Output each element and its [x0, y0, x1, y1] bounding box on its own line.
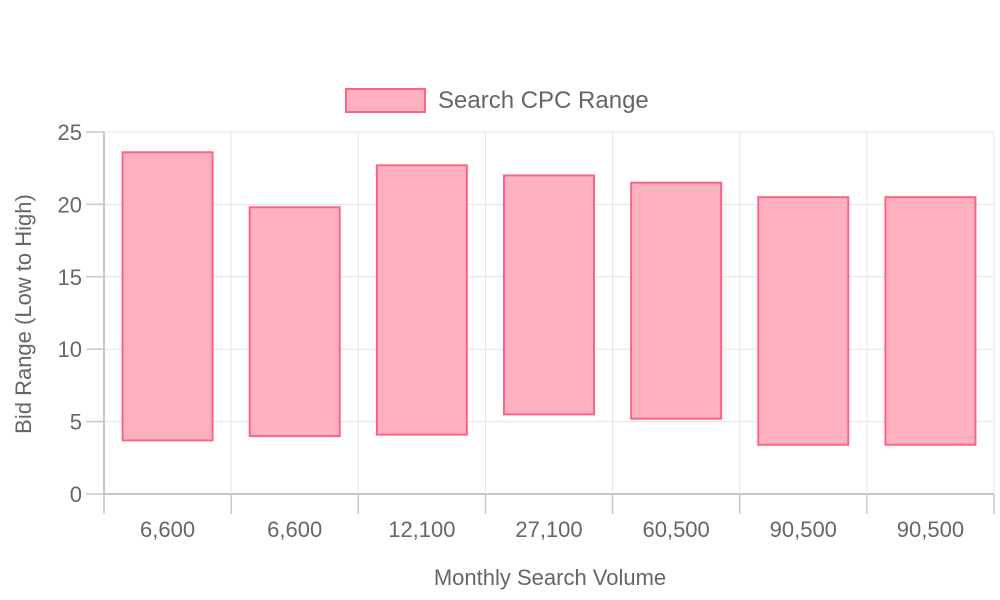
- bar-layer: [121, 151, 977, 446]
- x-tick-label: 27,100: [515, 517, 582, 542]
- legend: Search CPC Range: [345, 87, 649, 114]
- x-tick-label: 12,100: [388, 517, 455, 542]
- legend-label: Search CPC Range: [438, 87, 649, 114]
- legend-swatch: [345, 88, 426, 113]
- x-tick-label: 6,600: [267, 517, 322, 542]
- x-tick-label: 60,500: [642, 517, 709, 542]
- x-tick-label: 6,600: [140, 517, 195, 542]
- cpc-range-bar: [121, 151, 214, 442]
- cpc-range-bar: [248, 206, 341, 438]
- axis-layer: 0 5 10 15 20 25 6,600 6,600 12,100 27,100 60,500 90…: [58, 120, 995, 542]
- cpc-range-bar: [630, 181, 723, 420]
- x-tick-label: 90,500: [897, 517, 964, 542]
- y-tick-label: 10: [58, 337, 82, 362]
- x-tick-label: 90,500: [770, 517, 837, 542]
- y-tick-label: 20: [58, 192, 82, 217]
- x-axis-title: Monthly Search Volume: [434, 565, 666, 590]
- y-tick-label: 15: [58, 265, 82, 290]
- cpc-range-bar: [375, 164, 468, 436]
- y-tick-label: 0: [70, 482, 82, 507]
- cpc-range-bar: [757, 196, 850, 446]
- y-tick-label: 5: [70, 410, 82, 435]
- y-axis-title: Bid Range (Low to High): [11, 194, 36, 434]
- cpc-range-bar: [503, 174, 595, 416]
- y-tick-label: 25: [58, 120, 82, 145]
- cpc-range-bar: [884, 196, 977, 446]
